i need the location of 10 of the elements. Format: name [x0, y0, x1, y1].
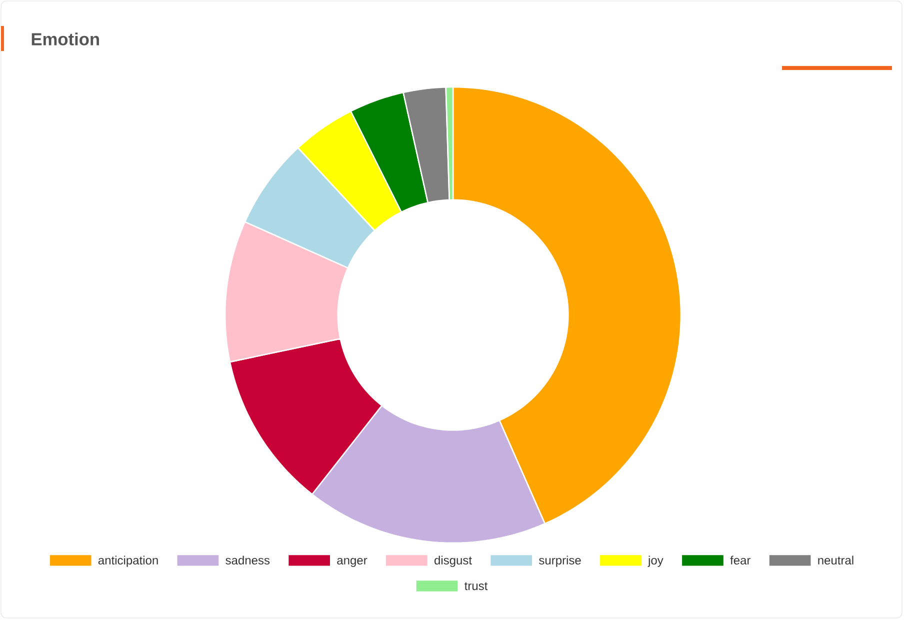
- legend-label: fear: [730, 556, 751, 565]
- legend-label: neutral: [818, 556, 854, 565]
- legend-label: trust: [464, 582, 488, 590]
- chart-title: Emotion: [32, 32, 99, 46]
- legend-label: surprise: [539, 556, 581, 567]
- legend-label: disgust: [434, 556, 472, 567]
- legend-label: joy: [648, 556, 664, 567]
- legend-label: anticipation: [98, 556, 158, 567]
- legend-label: anger: [337, 558, 368, 567]
- legend-label: sadness: [226, 556, 270, 565]
